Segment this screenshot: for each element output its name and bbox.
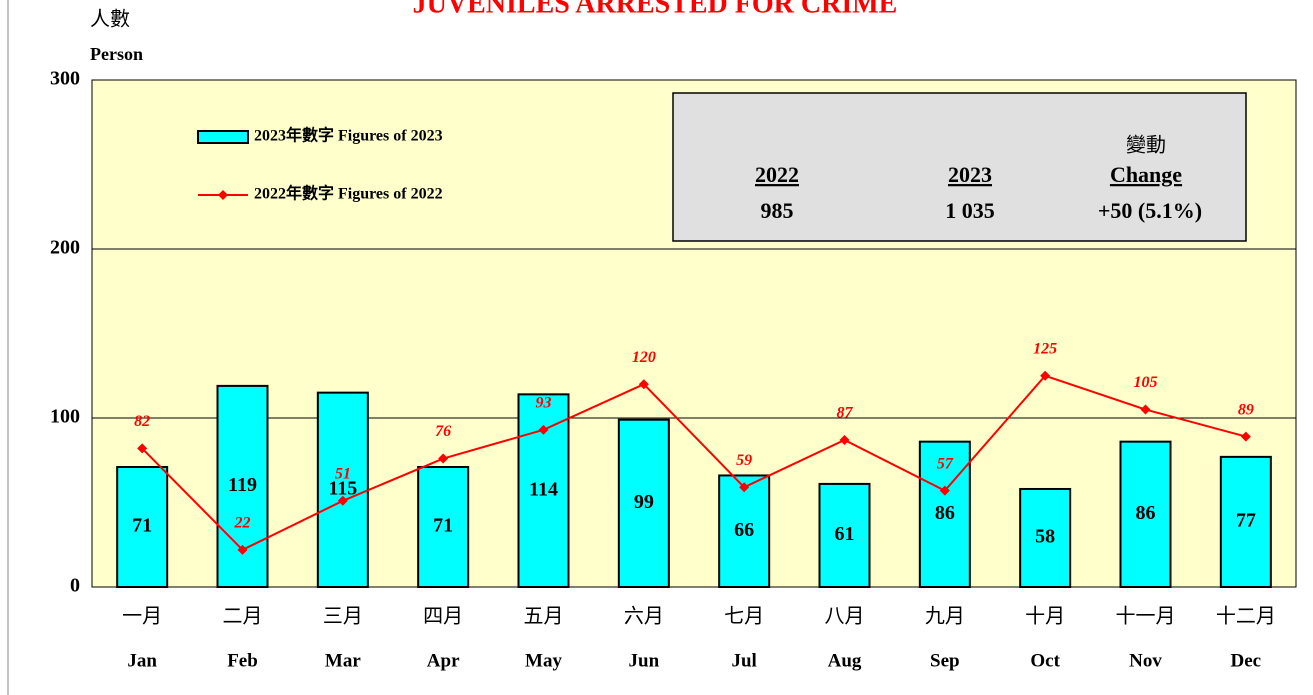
line-marker [237,544,248,555]
x-tick-label-en: Oct [1030,650,1060,671]
bar [1119,440,1172,588]
line-value-label: 120 [632,349,656,366]
summary-box: 2022 985 2023 1 035 變動 Change +50 (5.1%) [672,92,1247,242]
line-marker [839,434,850,445]
line-value-label: 93 [536,395,552,412]
line-marker [538,424,549,435]
bar [617,418,670,588]
bar [1019,487,1072,589]
line [141,374,1247,552]
y-axis-label: Person [90,44,143,64]
line-marker [137,443,148,454]
x-tick-label: 四月 [423,604,463,628]
summary-value: 1 035 [945,198,995,223]
line-marker [739,482,750,493]
x-tick-label-en: Feb [227,650,258,671]
bar-value-label: 71 [132,515,152,537]
x-tick-label: 十月 [1025,604,1065,628]
summary-head: Change [1110,162,1182,187]
y-tick-label: 300 [50,68,80,90]
summary-head-zh: 變動 [1126,133,1166,157]
bar [417,466,470,589]
line-value-label: 82 [134,413,150,430]
bar-value-label: 86 [1136,502,1156,524]
legend-swatch [218,190,228,200]
bar-value-label: 66 [734,519,754,541]
bar [918,440,971,588]
x-tick-label: 十二月 [1216,604,1276,628]
bar-value-label: 58 [1035,526,1055,548]
bar-value-label: 86 [935,502,955,524]
line-value-label: 105 [1134,374,1158,391]
summary-value: +50 (5.1%) [1098,198,1202,223]
line-value-label: 59 [736,452,752,469]
bar [718,474,771,588]
y-axis-label-zh: 人數 [90,7,130,31]
summary-box-bg [672,92,1247,242]
x-tick-label: 一月 [122,604,162,628]
x-tick-label: 八月 [825,604,865,628]
line-marker [337,495,348,506]
x-tick-label: 三月 [323,604,363,628]
line-marker [638,379,649,390]
line-value-label: 76 [435,423,451,440]
summary-head: 2023 [948,162,992,187]
x-tick-label-en: Jun [629,650,660,671]
bar [1219,455,1272,588]
legend-swatch [197,130,249,144]
x-tick-label: 七月 [724,604,764,628]
x-tick-label: 五月 [524,604,564,628]
bar-value-label: 119 [228,474,257,496]
line-marker [939,485,950,496]
x-tick-label: 六月 [624,604,664,628]
bar-value-label: 115 [328,477,357,499]
chart-title: JUVENILES ARRESTED FOR CRIME [413,0,898,19]
x-tick-label-en: Dec [1231,650,1262,671]
x-tick-label-en: Nov [1129,650,1162,671]
line-marker [1040,370,1051,381]
x-tick-label-en: Jan [127,650,157,671]
line-value-label: 57 [937,455,954,472]
x-tick-label-en: Jul [731,650,756,671]
bar-value-label: 99 [634,491,654,513]
bar [116,466,169,589]
bar [316,391,369,588]
line-value-label: 22 [234,514,251,531]
legend-label: 2022年數字 Figures of 2022 [254,184,443,203]
bar [818,482,871,588]
bar-value-label: 114 [529,478,558,500]
line-marker [438,453,449,464]
x-tick-label: 九月 [925,604,965,628]
y-tick-label: 200 [50,237,80,259]
line-value-label: 51 [335,465,351,482]
legend-label: 2023年數字 Figures of 2023 [254,126,443,145]
x-tick-label-en: Aug [828,650,862,671]
y-tick-label: 100 [50,406,80,428]
y-tick-label: 0 [70,575,80,597]
x-tick-label: 十一月 [1116,604,1176,628]
x-tick-label: 二月 [223,604,263,628]
summary-value: 985 [761,198,794,223]
line-value-label: 89 [1238,401,1254,418]
line-value-label: 87 [837,405,854,422]
bar-value-label: 71 [433,515,453,537]
bar-value-label: 77 [1236,510,1256,532]
x-tick-label-en: May [525,650,562,671]
summary-head: 2022 [755,162,799,187]
x-tick-label-en: Sep [930,650,960,671]
bar-value-label: 61 [835,523,855,545]
line-value-label: 125 [1033,340,1057,357]
x-tick-label-en: Apr [427,650,460,671]
line-marker [1140,404,1151,415]
x-tick-label-en: Mar [325,650,361,671]
line-marker [1240,431,1251,442]
